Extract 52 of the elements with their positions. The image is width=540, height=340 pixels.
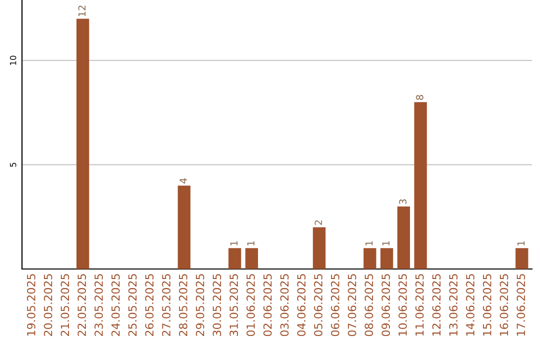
- x-tick-label: 14.06.2025: [466, 274, 474, 336]
- x-tick-label: 01.06.2025: [246, 274, 255, 336]
- data-label: 1: [247, 241, 254, 246]
- bar: [397, 206, 410, 269]
- data-label: 3: [399, 199, 406, 204]
- x-tick-label: 11.06.2025: [415, 274, 424, 336]
- x-tick-label: 25.05.2025: [128, 274, 137, 336]
- bar: [414, 102, 427, 269]
- x-tick-label: 07.06.2025: [348, 274, 356, 336]
- x-tick-label: 06.06.2025: [330, 274, 340, 336]
- data-label: 1: [230, 241, 238, 246]
- data-label: 8: [416, 94, 424, 100]
- bar: [178, 186, 190, 269]
- x-tick-label: 10.06.2025: [398, 274, 407, 336]
- x-tick-label: 27.05.2025: [162, 274, 170, 336]
- x-tick-label: 22.05.2025: [78, 274, 86, 336]
- x-tick-label: 26.05.2025: [145, 274, 154, 336]
- x-tick-label: 02.06.2025: [263, 274, 272, 336]
- y-tick-label: 5: [10, 162, 16, 167]
- data-label: 12: [78, 6, 86, 16]
- bar: [364, 248, 376, 269]
- x-tick-label: 17.06.2025: [516, 274, 526, 336]
- x-tick-label: 31.05.2025: [230, 274, 238, 336]
- x-tick-label: 29.05.2025: [196, 274, 204, 336]
- bar: [312, 227, 326, 269]
- x-tick-label: 12.06.2025: [432, 274, 441, 336]
- data-label: 1: [382, 241, 390, 246]
- data-label: 4: [180, 178, 187, 184]
- x-tick-label: 15.06.2025: [482, 274, 492, 336]
- x-tick-label: 24.05.2025: [111, 274, 120, 336]
- bar: [380, 248, 394, 269]
- x-tick-label: 03.06.2025: [280, 274, 289, 336]
- data-label: 2: [314, 220, 322, 225]
- bar: [228, 248, 242, 269]
- x-tick-label: 05.06.2025: [314, 274, 322, 336]
- x-tick-label: 13.06.2025: [449, 274, 458, 336]
- bar: [245, 248, 258, 269]
- data-label: 1: [365, 241, 373, 246]
- y-tick-label: 10: [10, 56, 16, 65]
- x-tick-label: 08.06.2025: [364, 274, 374, 336]
- x-tick-label: 04.06.2025: [297, 274, 306, 336]
- bar: [76, 18, 90, 269]
- bar: [516, 248, 528, 269]
- x-tick-label: 23.05.2025: [94, 274, 103, 336]
- x-tick-label: 19.05.2025: [26, 274, 36, 336]
- x-tick-label: 09.06.2025: [382, 274, 390, 336]
- x-tick-label: 28.05.2025: [178, 274, 188, 336]
- x-tick-label: 20.05.2025: [44, 274, 52, 336]
- x-tick-label: 16.06.2025: [500, 274, 508, 336]
- x-tick-label: 30.05.2025: [212, 274, 222, 336]
- x-tick-label: 21.05.2025: [60, 274, 70, 336]
- data-label: 1: [517, 241, 525, 246]
